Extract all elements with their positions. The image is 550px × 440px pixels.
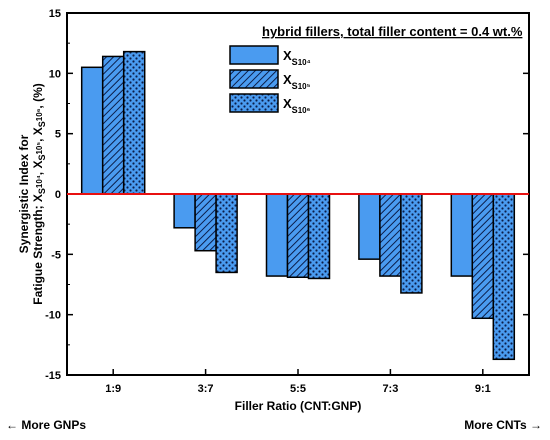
bars-group xyxy=(80,50,516,361)
legend-swatch-3 xyxy=(229,93,279,113)
more-gnps-note: ← More GNPs xyxy=(6,418,86,432)
bar-9-1-series-3 xyxy=(492,193,516,361)
y-axis-title: Synergistic Index for Fatigue Strength; … xyxy=(17,83,47,305)
bar-3-7-series-1 xyxy=(173,193,196,229)
y-tick-label: 10 xyxy=(49,68,61,80)
x-tick-label: 7:3 xyxy=(382,383,398,395)
more-gnps-label: More GNPs xyxy=(21,418,87,432)
bar-7-3-series-2 xyxy=(379,193,402,277)
y-tick-label: -15 xyxy=(45,370,61,382)
x-tick-label: 3:7 xyxy=(198,383,214,395)
legend-label-2: XS10⁵ xyxy=(283,72,311,91)
bar-7-3-series-1 xyxy=(358,193,381,260)
bar-1-9-series-1 xyxy=(80,66,104,195)
more-cnts-label: More CNTs xyxy=(464,418,527,432)
y-tick-label: -5 xyxy=(51,249,61,261)
right-arrow-icon: → xyxy=(530,418,542,432)
left-arrow-icon: ← xyxy=(6,418,18,432)
bar-3-7-series-3 xyxy=(215,193,238,274)
legend-label-3: XS10⁶ xyxy=(283,96,311,115)
bar-9-1-series-2 xyxy=(471,193,495,320)
legend-swatch-1 xyxy=(229,45,279,65)
chart-title: hybrid fillers, total filler content = 0… xyxy=(262,24,523,39)
legend: XS10⁴ XS10⁵ XS10⁶ xyxy=(229,45,311,115)
bar-3-7-series-2 xyxy=(194,193,217,252)
y-axis-title-line2: Fatigue Strength; XS10⁴, XS10⁵, XS10⁶, (… xyxy=(31,83,47,305)
bar-1-9-series-3 xyxy=(122,50,146,195)
x-tick-label: 9:1 xyxy=(475,383,491,395)
y-tick-label: 5 xyxy=(55,129,61,141)
bar-5-5-series-3 xyxy=(307,193,331,280)
x-tick-label: 5:5 xyxy=(290,383,306,395)
x-tick-label: 1:9 xyxy=(105,383,121,395)
more-cnts-note: More CNTs → xyxy=(464,418,542,432)
x-axis-title: Filler Ratio (CNT:GNP) xyxy=(235,399,362,413)
legend-label-1: XS10⁴ xyxy=(283,48,311,67)
legend-swatch-2 xyxy=(229,69,279,89)
y-tick-label: 15 xyxy=(49,8,61,20)
bar-5-5-series-2 xyxy=(286,193,310,279)
bar-5-5-series-1 xyxy=(265,193,289,277)
bar-7-3-series-3 xyxy=(400,193,423,294)
y-tick-label: -10 xyxy=(45,310,61,322)
bar-9-1-series-1 xyxy=(450,193,474,277)
x-axis-ticks: 1:9 3:7 5:5 7:3 9:1 xyxy=(105,369,491,395)
y-axis-title-line1: Synergistic Index for xyxy=(17,134,31,253)
y-tick-label: 0 xyxy=(55,189,61,201)
bar-1-9-series-2 xyxy=(101,55,125,195)
